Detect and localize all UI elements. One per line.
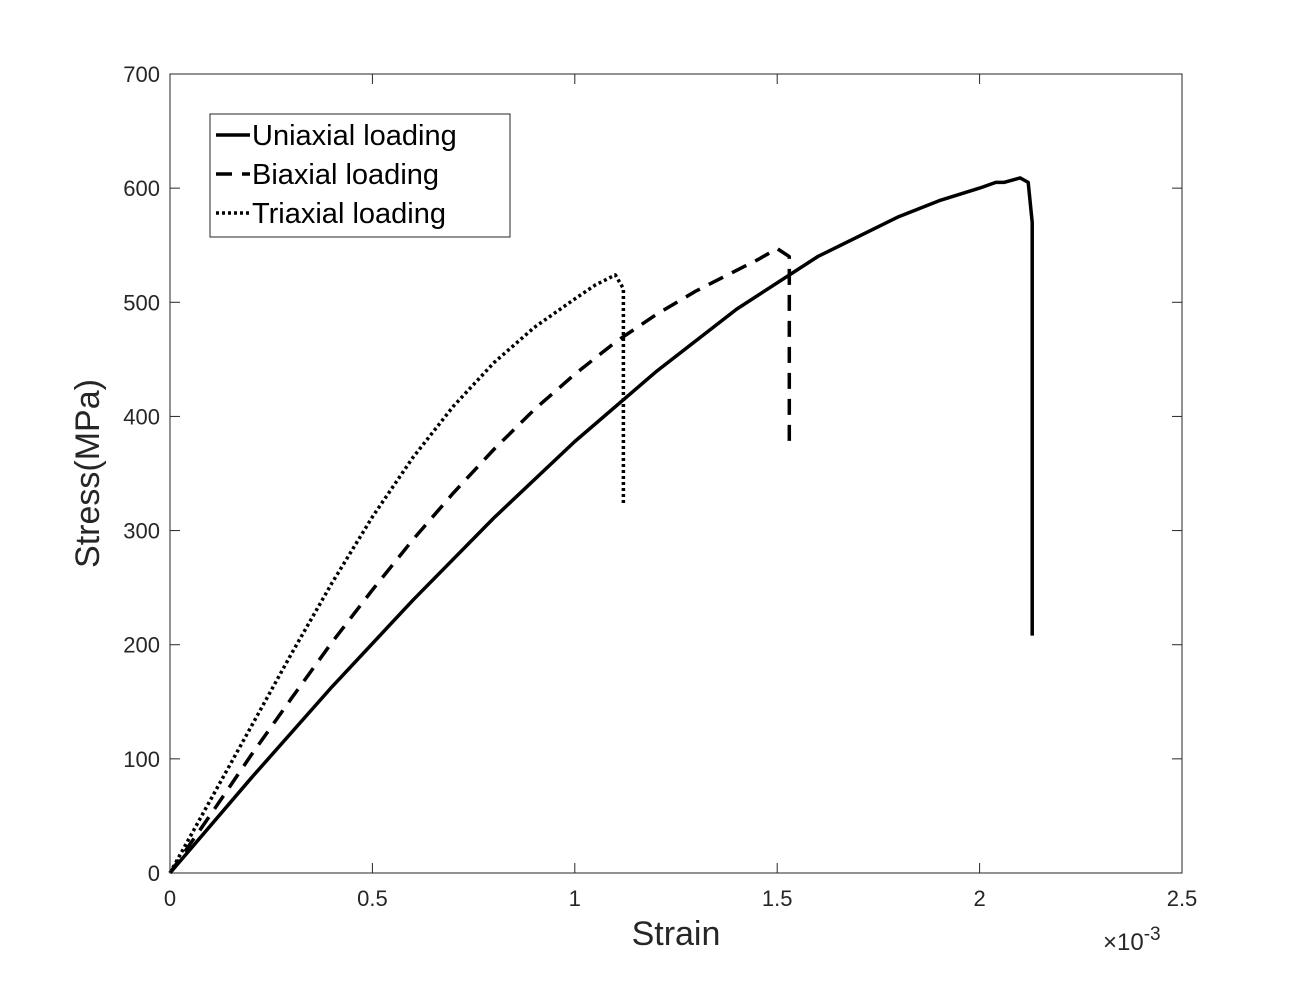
plot-frame	[169, 73, 1183, 874]
legend-label: Biaxial loading	[252, 159, 439, 191]
ticks-group: 0 0.5 1 1.5 2 2.5 0 100 200 300 400 500 600 700	[123, 62, 1197, 911]
y-tick-label: 0	[148, 861, 160, 886]
x-tick-label: 1	[569, 886, 581, 911]
y-tick-label: 300	[123, 519, 160, 544]
x-tick-label: 0.5	[357, 886, 388, 911]
x-tick-label: 1.5	[762, 886, 793, 911]
y-tick-label: 500	[123, 290, 160, 315]
series-line-uniaxial	[168, 176, 1034, 875]
legend-label: Uniaxial loading	[252, 120, 457, 152]
x-axis-multiplier: ×10	[1103, 929, 1144, 956]
x-tick-label: 0	[164, 886, 176, 911]
series-line-triaxial	[168, 273, 626, 874]
y-tick-label: 700	[123, 62, 160, 87]
y-axis-label: Stress(MPa)	[69, 379, 107, 568]
x-tick-label: 2.5	[1167, 886, 1198, 911]
y-tick-label: 100	[123, 747, 160, 772]
series-group	[168, 176, 1034, 875]
y-tick-label: 200	[123, 633, 160, 658]
y-tick-label: 600	[123, 176, 160, 201]
x-axis-exponent-label: ×10-3	[1103, 924, 1161, 956]
series-line-biaxial	[168, 246, 792, 874]
legend: Uniaxial loading Biaxial loading Triaxial …	[209, 113, 511, 238]
x-axis-exponent: -3	[1144, 924, 1161, 945]
y-tick-label: 400	[123, 404, 160, 429]
x-axis-label: Strain	[632, 915, 721, 953]
legend-box	[209, 113, 511, 238]
legend-label: Triaxial loading	[252, 198, 446, 230]
x-tick-label: 2	[973, 886, 985, 911]
